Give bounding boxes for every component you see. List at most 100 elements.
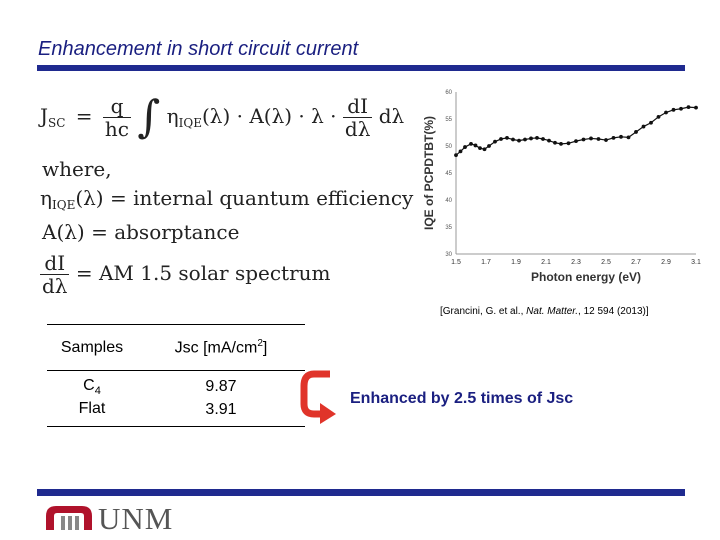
header-samples: Samples (47, 324, 137, 371)
fraction-denominator: dλ (42, 274, 68, 298)
absorptance-definition: A(λ) = absorptance (42, 220, 240, 244)
jsc-symbol: J (40, 104, 49, 128)
eta-symbol: η (40, 186, 52, 210)
eta-subscript: IQE (51, 198, 76, 212)
fraction-denominator: hc (104, 117, 130, 141)
y-tick-label: 55 (445, 117, 452, 123)
x-tick-label: 1.9 (511, 259, 521, 266)
data-point (694, 105, 698, 110)
am15-definition: dI dλ = AM 1.5 solar spectrum (40, 252, 331, 297)
data-point (664, 110, 668, 115)
y-tick-label: 45 (445, 171, 452, 177)
data-point (581, 137, 586, 142)
data-point (671, 107, 676, 112)
header-jsc-text: Jsc [mA/cm (174, 339, 258, 357)
q-over-hc-fraction: q hc (102, 95, 132, 141)
data-point (619, 134, 623, 139)
data-point (505, 136, 509, 140)
x-tick-label: 2.9 (661, 259, 671, 266)
data-point (493, 139, 497, 144)
y-tick-label: 40 (445, 198, 452, 204)
di-dlambda-fraction: dI dλ (40, 252, 70, 298)
where-label: where, (42, 157, 112, 181)
data-point (626, 135, 631, 140)
series-line (455, 106, 697, 156)
citation-journal: Nat. Matter. (526, 306, 579, 317)
data-point (529, 136, 533, 141)
sample-name: Flat (47, 398, 137, 427)
header-jsc: Jsc [mA/cm2] (137, 324, 305, 371)
data-point (517, 138, 521, 143)
eta-subscript: IQE (178, 116, 202, 130)
data-point (469, 141, 473, 146)
equals-sign: = (75, 104, 93, 128)
data-point (547, 138, 551, 143)
data-point (535, 136, 539, 140)
unm-logo-icon (46, 506, 92, 530)
data-point (611, 136, 616, 140)
data-point (463, 145, 467, 149)
x-tick-label: 1.5 (451, 259, 461, 266)
data-point (656, 114, 661, 119)
x-tick-label: 2.5 (601, 259, 611, 266)
data-point (559, 141, 563, 146)
sample-name: C4 (47, 371, 137, 399)
data-point (566, 141, 571, 146)
data-point (541, 137, 545, 141)
data-point (596, 137, 601, 141)
x-tick-label: 1.7 (481, 259, 491, 266)
data-point (511, 137, 515, 142)
data-point (478, 146, 482, 151)
header-jsc-end: ] (262, 339, 268, 357)
y-tick-label: 30 (445, 252, 452, 258)
data-point (649, 120, 653, 125)
unm-logo-text: UNM (98, 501, 174, 536)
data-point (604, 138, 608, 142)
x-tick-label: 2.1 (541, 259, 551, 266)
slide-title: Enhancement in short circuit current (38, 38, 359, 60)
y-axis-label: IQE of PCPDTBT(%) (422, 116, 436, 230)
x-tick-label: 2.3 (571, 259, 581, 266)
eta-symbol: η (166, 104, 179, 128)
fraction-numerator: dI (40, 252, 70, 275)
curved-arrow-icon (300, 370, 336, 424)
citation-prefix: [Grancini, G. et al., (440, 306, 527, 317)
data-point (499, 137, 503, 141)
sample-sub: 4 (94, 384, 101, 397)
integrand-text: (λ) · A(λ) · λ · (202, 104, 337, 128)
fraction-numerator: dI (342, 95, 373, 118)
data-point (487, 144, 491, 148)
integral-sign: ∫ (137, 91, 161, 143)
jsc-table: Samples Jsc [mA/cm2] C4 9.87 Flat 3.91 (47, 324, 305, 427)
data-point (679, 106, 683, 111)
data-point (553, 140, 557, 145)
jsc-value: 9.87 (205, 377, 237, 395)
iqe-definition-text: (λ) = internal quantum efficiency (75, 186, 414, 210)
header-jsc-sup: 2 (257, 337, 263, 349)
data-point (473, 143, 478, 148)
di-dlambda-fraction: dI dλ (342, 95, 373, 141)
top-divider (37, 65, 685, 71)
jsc-subscript: SC (48, 116, 66, 130)
data-point (641, 124, 646, 129)
sample-main: C (83, 376, 95, 394)
am15-definition-text: = AM 1.5 solar spectrum (75, 261, 331, 285)
data-point (482, 147, 487, 152)
bottom-divider (37, 489, 685, 496)
table-row: C4 9.87 (47, 371, 305, 399)
data-point (686, 105, 691, 110)
data-point (523, 137, 527, 142)
x-axis-label: Photon energy (eV) (531, 270, 641, 284)
data-point (458, 149, 463, 154)
sample-main: Flat (78, 400, 106, 418)
data-point (634, 130, 638, 134)
data-point (574, 139, 578, 144)
dlambda-text: dλ (378, 104, 405, 128)
fraction-denominator: dλ (344, 117, 371, 141)
iqe-definition: ηIQE(λ) = internal quantum efficiency (40, 186, 413, 212)
fraction-numerator: q (102, 95, 132, 118)
iqe-chart: 30 35 40 45 50 55 60 1.5 1.7 1.9 2.1 2.3 2.5 2.7 2.9 3.… (422, 90, 701, 284)
x-tick-label: 2.7 (631, 259, 641, 266)
jsc-value: 3.91 (137, 398, 305, 427)
x-tick-label: 3.1 (691, 259, 701, 266)
